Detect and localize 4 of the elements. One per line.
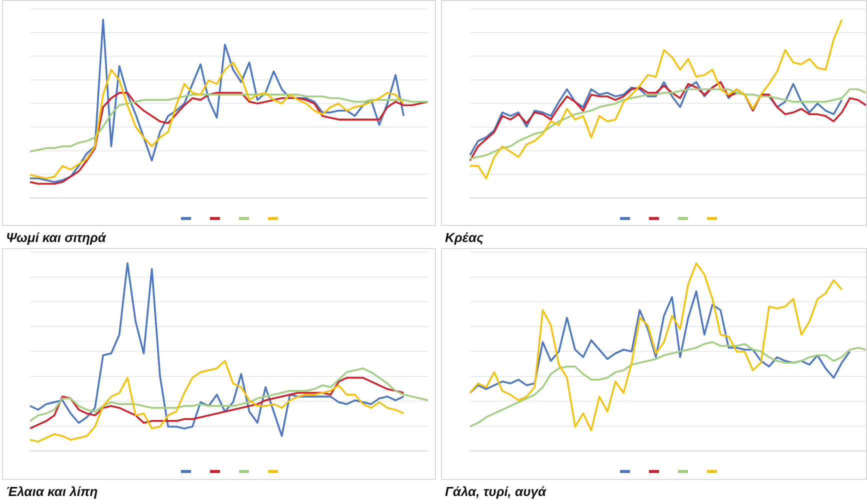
- text: Κρέας: [445, 230, 484, 245]
- text: Γάλα, τυρί, αυγά: [445, 484, 546, 499]
- text: Έλαια και λίπη: [6, 484, 98, 499]
- text: Ψωμί και σιτηρά: [6, 230, 106, 245]
